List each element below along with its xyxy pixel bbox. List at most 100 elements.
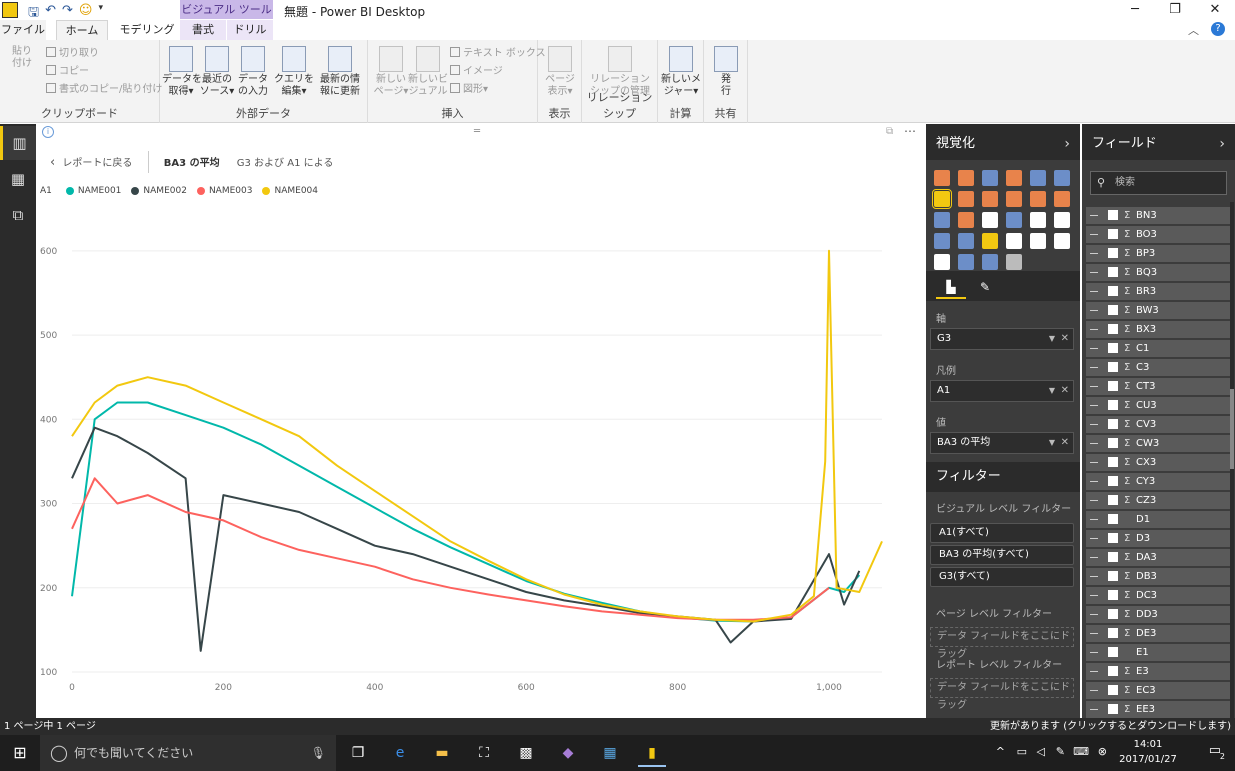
visual-type-icon[interactable] [934,254,950,270]
cortana-search-box[interactable]: ◯ 何でも聞いてください 🎙 [40,735,336,771]
field-item[interactable]: Σ CV3 [1086,416,1230,433]
visual-type-icon[interactable] [1030,170,1046,186]
redo-icon[interactable]: ↷ [61,3,73,18]
field-checkbox[interactable] [1108,685,1118,695]
chevron-down-icon[interactable]: ▼ [1048,386,1055,395]
visual-type-icon[interactable] [934,212,950,228]
visual-type-icon[interactable] [982,191,998,207]
field-checkbox[interactable] [1108,343,1118,353]
values-well-field[interactable]: BA3 の平均 ▼ ✕ [930,432,1074,454]
field-checkbox[interactable] [1108,476,1118,486]
ime-icon[interactable]: ⊗ [1097,745,1107,758]
visual-type-icon[interactable] [1054,170,1070,186]
field-checkbox[interactable] [1108,400,1118,410]
visual-studio-icon[interactable]: ◆ [562,745,574,761]
visual-type-icon[interactable] [1006,212,1022,228]
visual-type-icon[interactable] [1030,212,1046,228]
field-checkbox[interactable] [1108,457,1118,467]
app-icon[interactable]: ▩ [519,745,533,761]
chevron-right-icon[interactable]: › [1064,136,1070,152]
legend-label[interactable]: NAME004 [274,186,319,196]
more-options-icon[interactable]: ⋯ [904,124,916,138]
publish-button[interactable]: 発 行 [708,46,744,98]
field-checkbox[interactable] [1108,495,1118,505]
field-item[interactable]: Σ CU3 [1086,397,1230,414]
close-icon[interactable]: ✕ [1209,2,1221,17]
minimize-icon[interactable]: ─ [1131,2,1139,17]
visual-type-icon[interactable] [1006,233,1022,249]
tab-file[interactable]: ファイル [0,20,46,40]
field-checkbox[interactable] [1108,381,1118,391]
field-item[interactable]: Σ EC3 [1086,682,1230,699]
visual-type-icon[interactable] [958,233,974,249]
field-item[interactable]: Σ CY3 [1086,473,1230,490]
clock-time[interactable]: 14:01 [1133,739,1163,750]
field-checkbox[interactable] [1108,305,1118,315]
report-filter-dropzone[interactable]: データ フィールドをここにドラッグ [930,678,1074,711]
chevron-down-icon[interactable]: ▼ [1048,438,1055,447]
field-checkbox[interactable] [1108,704,1118,714]
field-item[interactable]: Σ BN3 [1086,207,1230,224]
legend-label[interactable]: NAME003 [208,186,253,196]
filter-ba3-avg[interactable]: BA3 の平均(すべて) [930,545,1074,565]
image-button[interactable]: イメージ [450,64,503,80]
field-item[interactable]: Σ DB3 [1086,568,1230,585]
paste-button[interactable]: 貼り 付け [12,46,32,69]
field-checkbox[interactable] [1108,533,1118,543]
field-checkbox[interactable] [1108,229,1118,239]
tab-home[interactable]: ホーム [56,20,108,40]
recent-sources-button[interactable]: 最近の ソース▾ [198,46,236,98]
visual-type-icon[interactable] [932,189,952,209]
visual-type-icon[interactable] [1030,233,1046,249]
report-view-icon[interactable]: ▥ [0,126,36,160]
report-canvas[interactable]: i ═ ⧉ ⋯ ‹ レポートに戻る BA3 の平均 G3 および A1 による … [36,124,924,718]
relationships-view-icon[interactable]: ⧉ [12,206,24,224]
field-item[interactable]: Σ BW3 [1086,302,1230,319]
series-line-name004[interactable] [71,249,883,623]
visual-type-icon[interactable] [958,170,974,186]
dropdown-icon[interactable]: ▾ [98,3,103,13]
text-box-button[interactable]: テキスト ボックス [450,46,546,62]
scrollbar-thumb[interactable] [1230,389,1234,469]
series-line-name003[interactable] [71,477,830,621]
visual-type-icon[interactable] [1006,254,1022,270]
update-notice[interactable]: 更新があります (クリックするとダウンロードします) [990,721,1231,732]
help-icon[interactable]: ? [1211,22,1225,36]
visual-type-icon[interactable] [1054,233,1070,249]
field-item[interactable]: Σ DC3 [1086,587,1230,604]
filter-g3[interactable]: G3(すべて) [930,567,1074,587]
line-chart[interactable]: 100 200 300 400 500 600 0 200 400 600 800 1,000 [36,124,924,718]
tab-drill[interactable]: ドリル [227,20,273,40]
visual-type-icon[interactable] [1030,191,1046,207]
volume-icon[interactable]: ◁ [1036,745,1045,758]
windows-start-icon[interactable]: ⊞ [13,743,27,762]
filter-a1[interactable]: A1(すべて) [930,523,1074,543]
field-checkbox[interactable] [1108,210,1118,220]
powershell-icon[interactable]: ▦ [603,745,617,761]
field-checkbox[interactable] [1108,324,1118,334]
visual-type-icon[interactable] [1006,170,1022,186]
field-item[interactable]: Σ CX3 [1086,454,1230,471]
field-item[interactable]: Σ BR3 [1086,283,1230,300]
keyboard-icon[interactable]: ⌨ [1073,745,1089,758]
info-icon[interactable]: i [42,126,54,138]
visual-type-icon[interactable] [1054,212,1070,228]
visual-type-icon[interactable] [982,170,998,186]
legend-label[interactable]: NAME002 [143,186,187,196]
field-checkbox[interactable] [1108,647,1118,657]
copy-button[interactable]: コピー [46,64,89,80]
edit-queries-button[interactable]: クエリを 編集▾ [274,46,314,98]
visual-type-icon[interactable] [982,212,998,228]
drag-handle-icon[interactable]: ═ [474,126,481,137]
field-item[interactable]: Σ C1 [1086,340,1230,357]
fields-well-icon[interactable]: ▙ [936,275,966,299]
field-item[interactable]: Σ CT3 [1086,378,1230,395]
task-view-icon[interactable]: ❐ [351,745,365,761]
field-checkbox[interactable] [1108,590,1118,600]
cut-button[interactable]: 切り取り [46,46,99,62]
powerbi-taskbar-icon[interactable]: ▮ [638,739,666,767]
notification-icon[interactable]: ▭ [1208,743,1221,758]
refresh-button[interactable]: 最新の情 報に更新 [318,46,362,98]
legend-label[interactable]: NAME001 [77,186,122,196]
collapse-ribbon-icon[interactable]: ︿ [1188,24,1199,37]
